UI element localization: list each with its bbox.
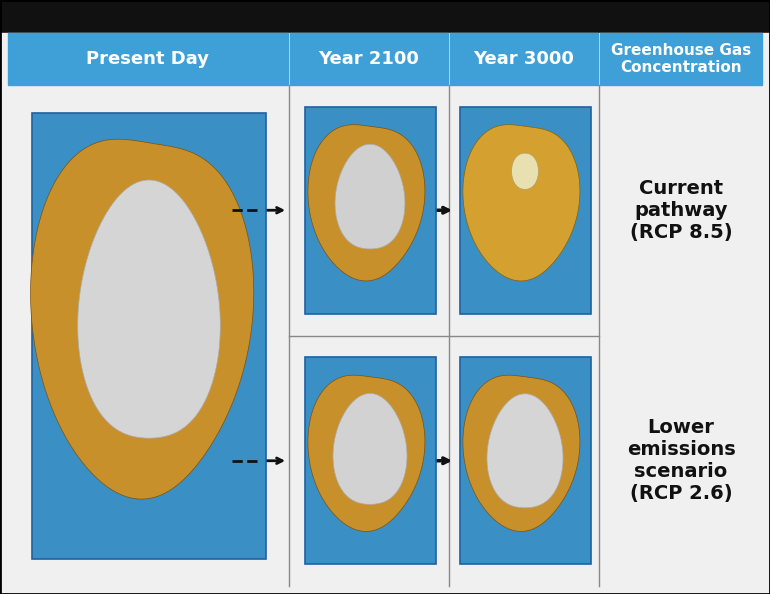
Text: Lower
emissions
scenario
(RCP 2.6): Lower emissions scenario (RCP 2.6) [627,418,735,503]
Polygon shape [333,393,407,504]
Bar [8,33,288,85]
Bar [304,107,436,314]
Polygon shape [31,139,254,499]
Text: Year 2100: Year 2100 [319,50,420,68]
Bar [460,107,591,314]
Polygon shape [487,394,563,508]
Bar [600,33,762,85]
Polygon shape [308,125,425,281]
Polygon shape [463,125,580,281]
Bar [450,33,598,85]
Bar [304,357,436,564]
Polygon shape [463,375,580,532]
Polygon shape [78,180,220,438]
Bar [32,112,266,558]
Polygon shape [308,375,425,532]
Text: Present Day: Present Day [86,50,209,68]
Bar [0,0,770,33]
Polygon shape [511,153,538,189]
Polygon shape [335,144,405,249]
Text: Greenhouse Gas
Concentration: Greenhouse Gas Concentration [611,43,751,75]
Bar [290,33,448,85]
Text: Year 3000: Year 3000 [474,50,574,68]
Bar [460,357,591,564]
Text: Current
pathway
(RCP 8.5): Current pathway (RCP 8.5) [630,179,732,242]
